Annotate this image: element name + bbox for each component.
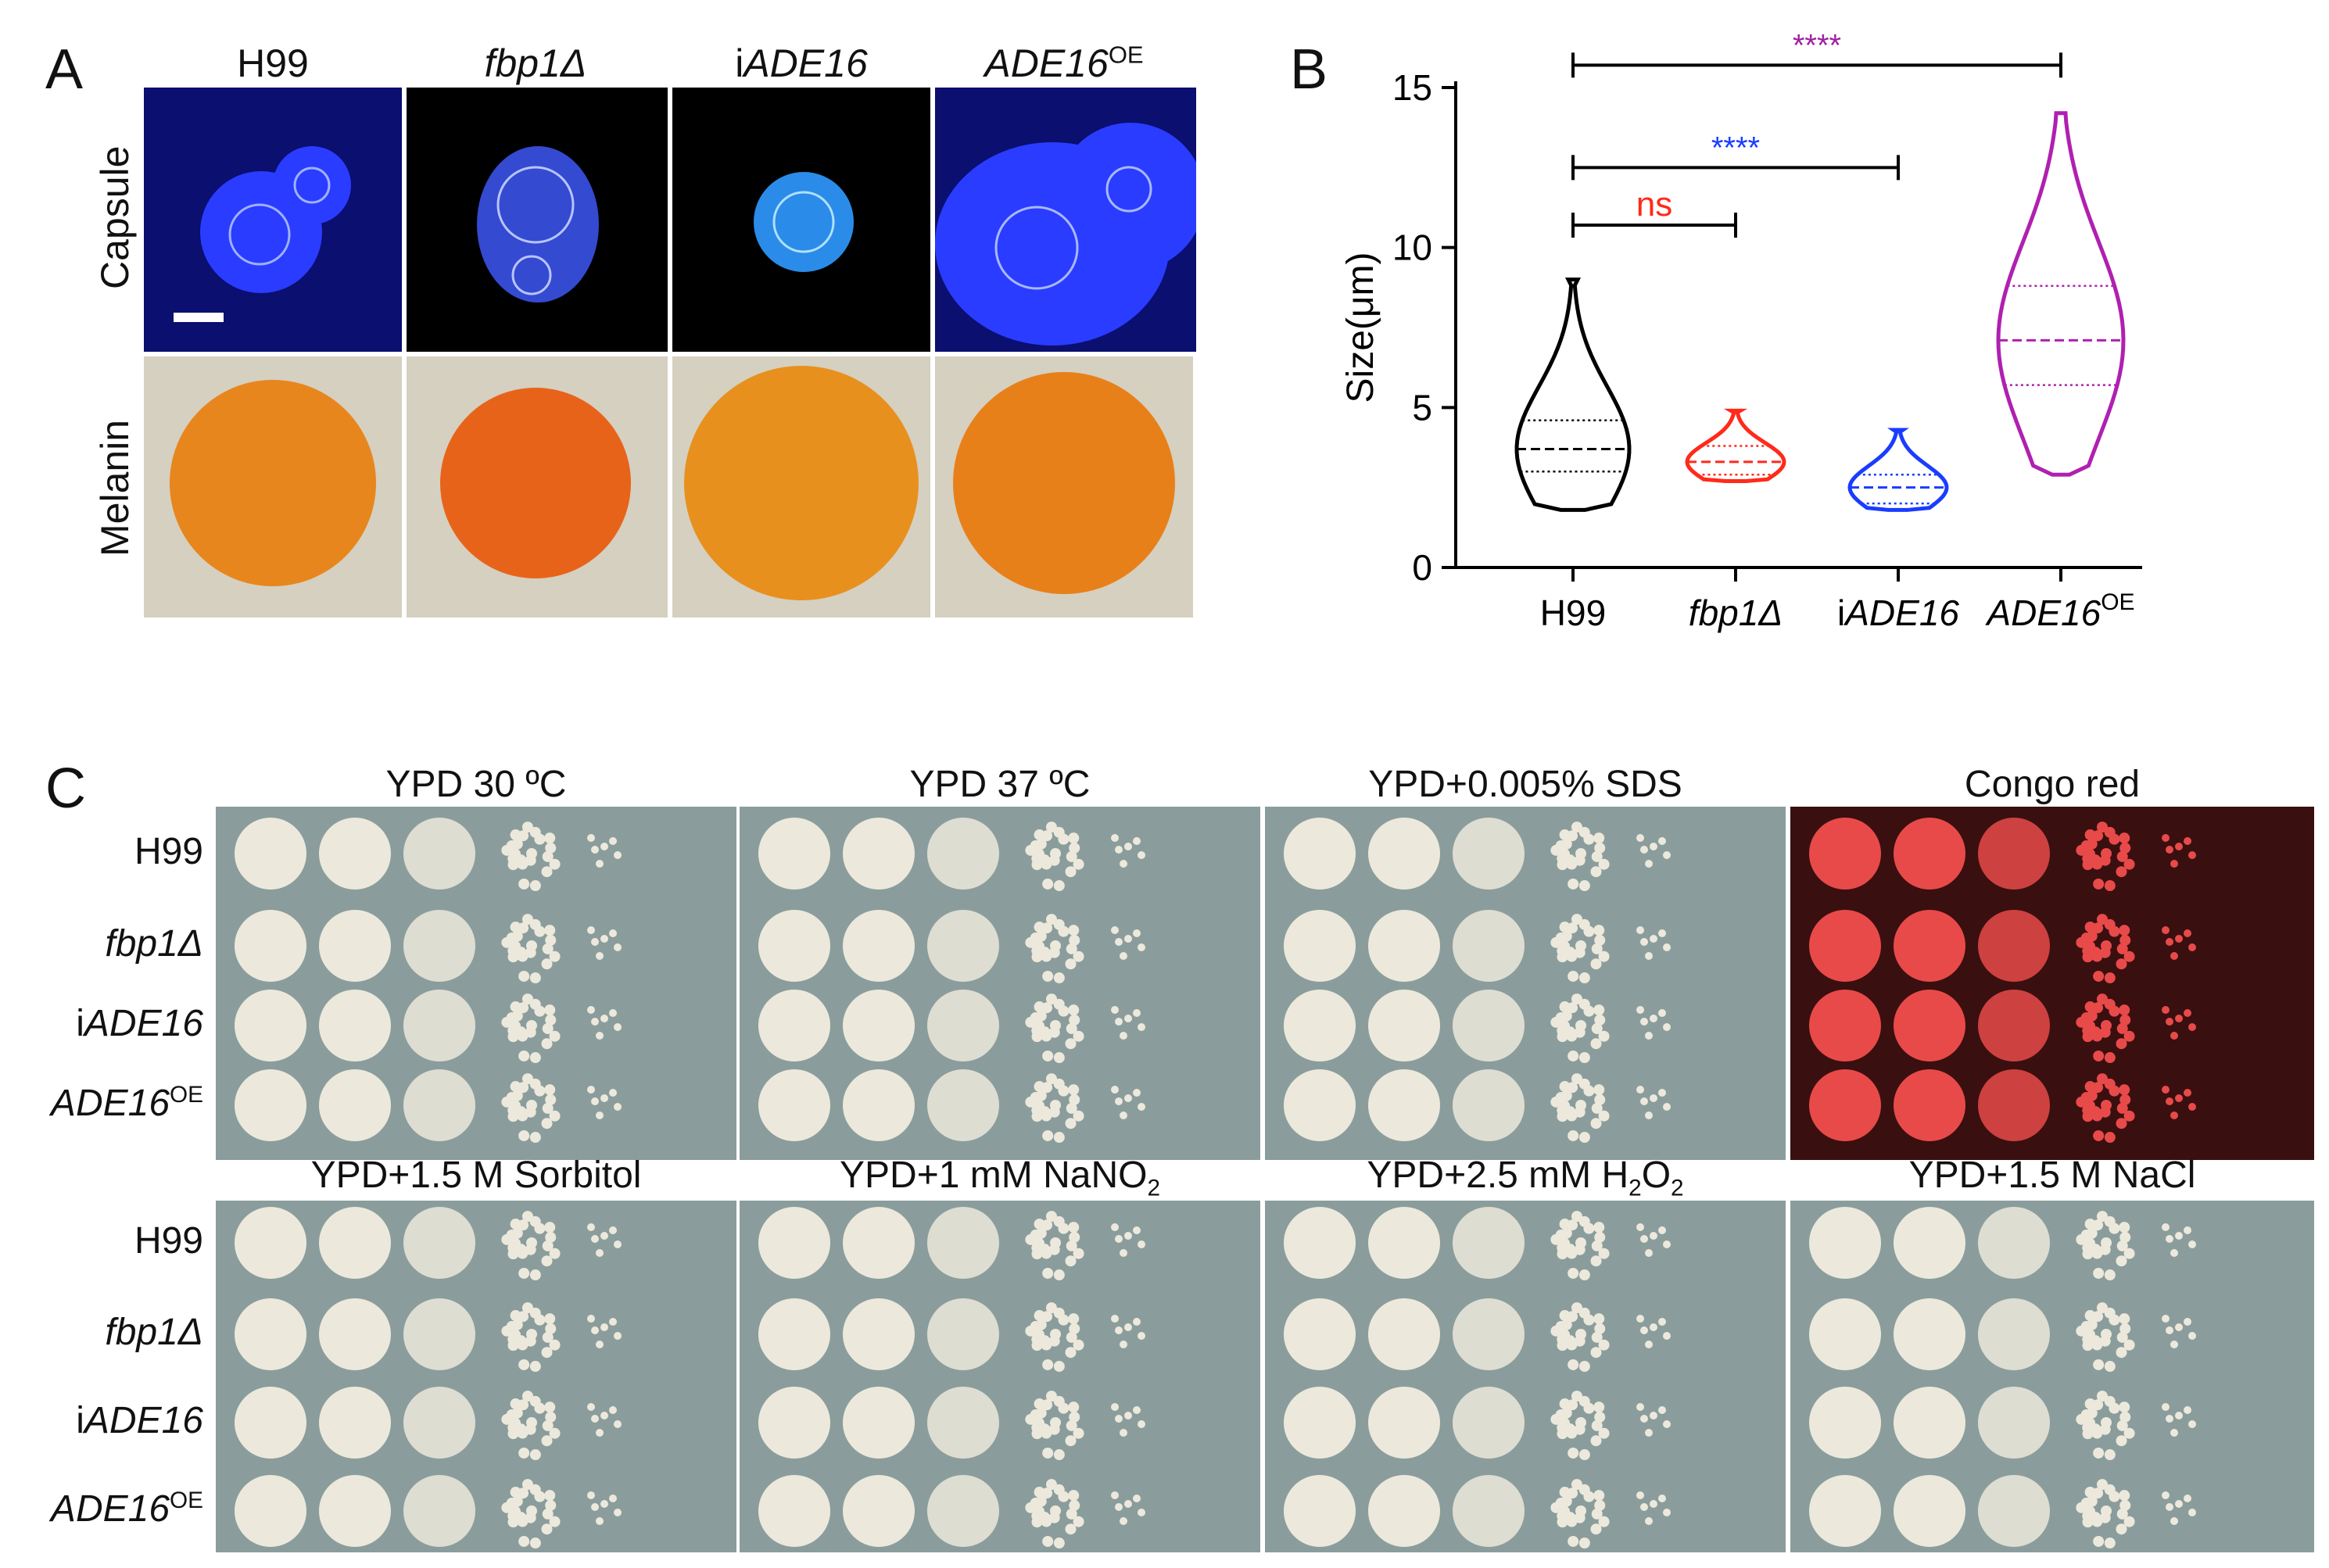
- melanin-colony-2: [684, 366, 919, 600]
- condition-title-0-2: YPD+0.005% SDS: [1368, 764, 1682, 805]
- condition-title-1-3: YPD+1.5 M NaCl: [1908, 1155, 2196, 1196]
- strain-label-text-0-2: iADE16: [76, 1003, 203, 1044]
- strain-label-text-0-1: fbp1Δ: [105, 923, 203, 965]
- x-tick-label-1: fbp1Δ: [1689, 592, 1783, 633]
- strain-label-text-1-0: H99: [134, 1220, 203, 1262]
- strain-label-0-1: fbp1Δ: [0, 922, 203, 965]
- spot-plate-1-3: [1790, 1201, 2314, 1552]
- melanin-colony-0: [170, 380, 376, 586]
- strain-label-0-2: iADE16: [0, 1002, 203, 1045]
- comparison-label-0: ns: [1636, 185, 1672, 224]
- panel-letter-a: A: [45, 38, 84, 101]
- column-title-1: fbp1Δ: [410, 41, 661, 86]
- strain-label-1-3: ADE16OE: [0, 1487, 203, 1530]
- strain-label-0-3: ADE16OE: [0, 1082, 203, 1125]
- x-tick-label-2: iADE16: [1837, 592, 1959, 633]
- capsule-image-ade16oe: [935, 88, 1196, 352]
- strain-label-1-1: fbp1Δ: [0, 1311, 203, 1354]
- violin-chart: 0 5 10 15 Size(μm) H99 fbp1Δ iADE16 ADE16OE ns ***…: [1340, 31, 2142, 633]
- condition-title-1-1: YPD+1 mM NaNO2: [840, 1155, 1160, 1201]
- spot-plate-0-0: [216, 807, 736, 1160]
- capsule-cells-fbp1: [477, 146, 599, 303]
- strain-label-1-0: H99: [0, 1219, 203, 1262]
- capsule-cells-iade16: [754, 172, 854, 272]
- violin-1: [1685, 408, 1786, 483]
- strain-label-text-1-1: fbp1Δ: [105, 1312, 203, 1353]
- strain-label-0-0: H99: [0, 830, 203, 873]
- capsule-cells-ade16oe: [935, 123, 1196, 345]
- condition-title-0-0: YPD 30 ºC: [385, 764, 567, 805]
- y-tick-label-2: 10: [1392, 227, 1432, 268]
- capsule-cells-h99: [174, 146, 351, 322]
- melanin-colony-1: [440, 388, 631, 578]
- capsule-image-iade16: [672, 88, 930, 352]
- violin-0: [1514, 277, 1632, 512]
- strain-label-text-1-3: ADE16OE: [50, 1487, 203, 1530]
- melanin-image-1: [407, 356, 668, 618]
- scale-bar: [174, 313, 224, 322]
- row-label-melanin: Melanin: [93, 419, 137, 557]
- melanin-colony-3: [953, 372, 1175, 594]
- capsule-image-h99: [144, 88, 402, 352]
- comparison-label-2: ****: [1793, 31, 1841, 63]
- spot-plate-1-0: [216, 1201, 736, 1552]
- panel-letter-c: C: [45, 757, 86, 820]
- y-tick-label-0: 0: [1412, 547, 1432, 588]
- violin-3: [1996, 111, 2126, 477]
- strain-label-text-0-0: H99: [134, 831, 203, 872]
- spot-plate-0-3: [1790, 807, 2314, 1160]
- condition-title-0-1: YPD 37 ºC: [909, 764, 1091, 805]
- condition-title-1-2: YPD+2.5 mM H2O2: [1367, 1155, 1684, 1201]
- column-title-0: H99: [148, 41, 398, 86]
- y-tick-label-3: 15: [1392, 67, 1432, 108]
- capsule-image-fbp1: [407, 88, 668, 352]
- column-title-text-0: H99: [237, 41, 309, 85]
- x-tick-label-0: H99: [1540, 592, 1606, 633]
- column-title-text-2: iADE16: [735, 41, 868, 85]
- y-tick-label-1: 5: [1412, 387, 1432, 428]
- melanin-image-3: [935, 356, 1193, 618]
- spot-plate-0-2: [1265, 807, 1786, 1160]
- x-tick-label-3: ADE16OE: [1984, 589, 2134, 633]
- comparison-label-1: ****: [1711, 131, 1760, 165]
- strain-label-1-2: iADE16: [0, 1399, 203, 1442]
- column-title-3: ADE16OE: [939, 41, 1189, 86]
- panel-letter-b: B: [1290, 38, 1328, 101]
- melanin-image-2: [672, 356, 930, 618]
- strain-label-text-0-3: ADE16OE: [50, 1082, 203, 1124]
- column-title-text-3: ADE16OE: [984, 41, 1144, 85]
- strain-label-text-1-2: iADE16: [76, 1400, 203, 1441]
- condition-title-1-0: YPD+1.5 M Sorbitol: [310, 1155, 642, 1196]
- violin-2: [1847, 428, 1949, 512]
- melanin-image-0: [144, 356, 402, 618]
- spot-plate-0-1: [740, 807, 1260, 1160]
- condition-title-0-3: Congo red: [1964, 764, 2141, 805]
- column-title-2: iADE16: [676, 41, 926, 86]
- column-title-text-1: fbp1Δ: [484, 41, 587, 85]
- spot-plate-1-2: [1265, 1201, 1786, 1552]
- y-axis-label: Size(μm): [1340, 252, 1381, 403]
- spot-plate-1-1: [740, 1201, 1260, 1552]
- row-label-capsule: Capsule: [93, 145, 137, 289]
